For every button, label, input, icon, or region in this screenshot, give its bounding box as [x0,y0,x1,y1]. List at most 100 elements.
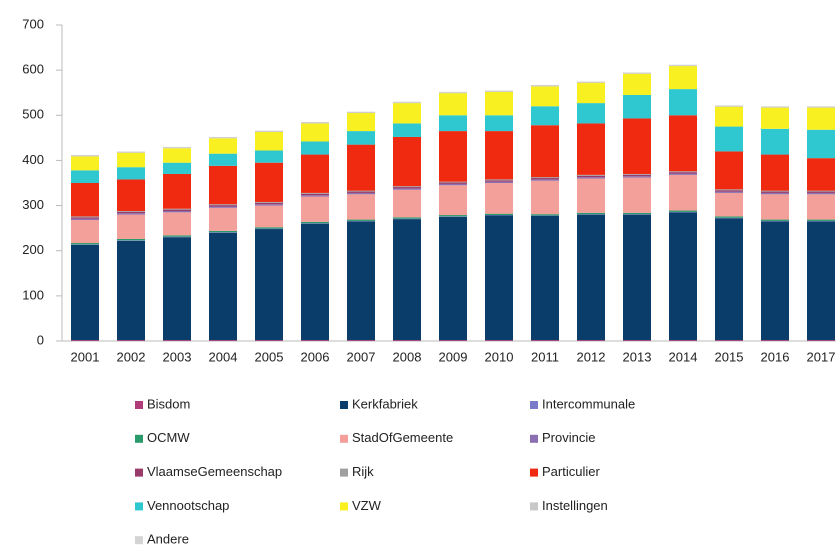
x-tick-label: 2013 [623,349,652,364]
bar-segment [807,191,835,193]
x-tick-label: 2001 [71,349,100,364]
bar-segment [255,227,283,229]
bar-segment [255,150,283,163]
bar-segment [761,190,789,192]
legend-label: Provincie [542,430,595,445]
bar-segment [71,170,99,183]
y-tick-label: 200 [22,242,44,257]
bar-segment [577,214,605,341]
x-tick-label: 2006 [301,349,330,364]
bar-segment [347,113,375,132]
bar-segment [623,118,651,174]
bar-segment [623,177,651,213]
bar-segment [347,221,375,341]
bar-segment [209,137,237,139]
bar-segment [439,93,467,116]
bar-segment [163,340,191,341]
legend-label: Bisdom [147,396,190,411]
legend-label: StadOfGemeente [352,430,453,445]
y-tick-label: 100 [22,287,44,302]
bar-segment [439,181,467,183]
bar-segment [531,179,559,181]
bar-segment [117,151,145,153]
bar-segment [301,196,329,222]
bar-segment [347,191,375,193]
bar-segment [669,66,697,90]
bar-segment [531,125,559,178]
bar-segment [623,174,651,177]
legend-swatch [530,468,538,477]
bar-segment [117,211,145,214]
bar-segment [577,81,605,83]
bar-segment [807,221,835,341]
bar-segment [117,167,145,180]
bar-segment [623,94,651,119]
bar-segment [715,192,743,217]
bar-segment [485,91,513,116]
bar-segment [301,221,329,224]
bar-segment [209,204,237,206]
bar-segment [347,219,375,221]
bar-segment [715,340,743,341]
bar-segment [623,173,651,175]
bar-segment [485,90,513,92]
bar-segment [209,165,237,205]
bar-segment [209,230,237,233]
bar-segment [807,340,835,341]
y-tick-label: 500 [22,107,44,122]
bar-segment [393,136,421,187]
bar-segment [393,217,421,219]
bar-segment [209,138,237,154]
bar-segment [761,221,789,341]
bar-segment [393,123,421,137]
bar-segment [163,173,191,209]
bar-segment [807,129,835,159]
bar-segment [715,190,743,192]
bar-segment [347,194,375,220]
bar-segment [807,219,835,221]
legend-swatch [340,401,348,409]
legend-swatch [135,502,143,511]
bar-segment [439,183,467,186]
bar-segment [715,105,743,107]
y-tick-label: 0 [37,332,44,347]
bar-segment [439,215,467,217]
bar-segment [669,171,697,173]
bar-segment [761,340,789,341]
bar-segment [577,103,605,124]
bar-segment [255,131,283,151]
bar-segment [163,209,191,211]
bar-segment [577,212,605,215]
bar-segment [209,153,237,166]
bar-segment [71,156,99,171]
bar-segment [577,82,605,104]
bar-segment [439,92,467,94]
bar-segment [209,205,237,207]
bar-segment [577,123,605,175]
bar-segment [577,175,605,178]
x-tick-label: 2004 [209,349,238,364]
x-tick-label: 2017 [807,349,836,364]
bar-segment [669,89,697,116]
x-tick-label: 2003 [163,349,192,364]
legend-label: VZW [352,498,382,513]
bar-segment [163,208,191,210]
bar-segment [485,180,513,182]
bar-segment [761,107,789,129]
x-tick-label: 2002 [117,349,146,364]
x-tick-label: 2005 [255,349,284,364]
x-tick-label: 2011 [531,349,559,364]
bar-segment [715,189,743,191]
bar-segment [669,210,697,212]
bar-segment [531,85,559,87]
bar-segment [163,235,191,237]
bar-segment [669,65,697,67]
bar-segment [393,103,421,124]
bar-segment [669,173,697,175]
bar-segment [439,185,467,216]
bar-segment [71,243,99,245]
bar-segment [71,183,99,217]
bar-segment [71,218,99,221]
bar-segment [117,340,145,341]
bar-segment [71,244,99,341]
